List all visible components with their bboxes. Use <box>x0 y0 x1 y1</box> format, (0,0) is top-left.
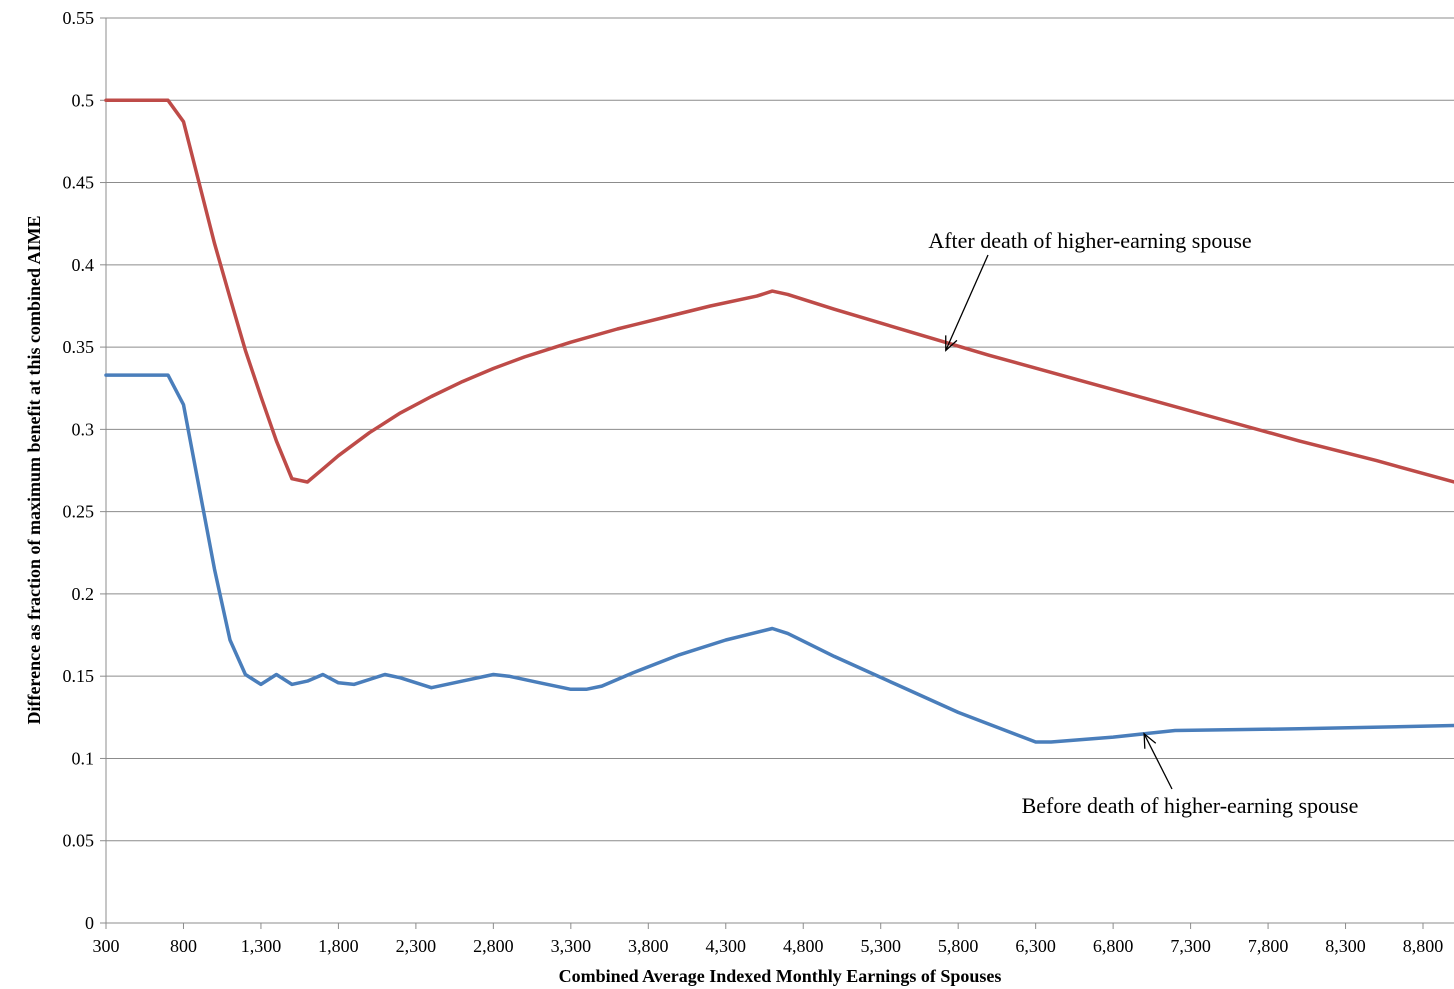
x-tick-label: 7,300 <box>1170 936 1211 956</box>
y-tick-label: 0.1 <box>72 748 95 768</box>
x-tick-label: 1,300 <box>241 936 282 956</box>
y-tick-label: 0.35 <box>63 337 95 357</box>
y-tick-label: 0.2 <box>72 584 95 604</box>
x-tick-label: 4,800 <box>783 936 824 956</box>
series-line-before-death <box>104 373 1454 744</box>
x-tick-label: 300 <box>93 936 120 956</box>
annotation-before-death: Before death of higher-earning spouse <box>1022 793 1359 818</box>
y-tick-label: 0.25 <box>63 502 95 522</box>
axes: 0 0.05 0.1 0.15 0.2 0.25 0.3 0.35 0.4 0.45 0.5 0.55… <box>63 8 1454 956</box>
x-tick-label: 7,800 <box>1248 936 1289 956</box>
x-tick-label: 6,300 <box>1015 936 1056 956</box>
annotation-after-death: After death of higher-earning spouse <box>928 228 1251 253</box>
x-tick-label: 2,300 <box>396 936 437 956</box>
y-tick-label: 0.4 <box>72 255 95 275</box>
series-lines <box>104 98 1454 744</box>
x-tick-label: 2,800 <box>473 936 514 956</box>
x-tick-label: 8,800 <box>1403 936 1444 956</box>
annotation-arrow-before <box>1143 733 1173 790</box>
annotation-arrow-after <box>945 254 989 351</box>
annotation-arrow-before-head <box>1143 732 1157 749</box>
x-tick-label: 8,300 <box>1325 936 1366 956</box>
x-tick-label: 4,300 <box>706 936 747 956</box>
y-tick-label: 0.3 <box>72 419 95 439</box>
y-tick-label: 0.5 <box>72 90 95 110</box>
y-tick-label: 0.05 <box>63 831 95 851</box>
series-line-after-death <box>104 98 1454 484</box>
x-tick-label: 3,800 <box>628 936 669 956</box>
annotations: After death of higher-earning spouse Befo… <box>928 228 1358 818</box>
y-tick-label: 0 <box>85 913 94 933</box>
y-tick-label: 0.55 <box>63 8 95 28</box>
y-tick-label: 0.45 <box>63 173 95 193</box>
y-tick-label: 0.15 <box>63 666 95 686</box>
x-tick-label: 3,300 <box>551 936 592 956</box>
annotation-arrow-after-head <box>945 335 958 352</box>
x-tick-label: 5,300 <box>860 936 901 956</box>
y-axis-title: Difference as fraction of maximum benefi… <box>24 215 44 724</box>
x-tick-label: 5,800 <box>938 936 979 956</box>
x-axis-title: Combined Average Indexed Monthly Earning… <box>559 966 1002 986</box>
gridlines <box>106 17 1454 842</box>
x-tick-label: 6,800 <box>1093 936 1134 956</box>
x-tick-label: 800 <box>170 936 197 956</box>
x-tick-label: 1,800 <box>318 936 359 956</box>
